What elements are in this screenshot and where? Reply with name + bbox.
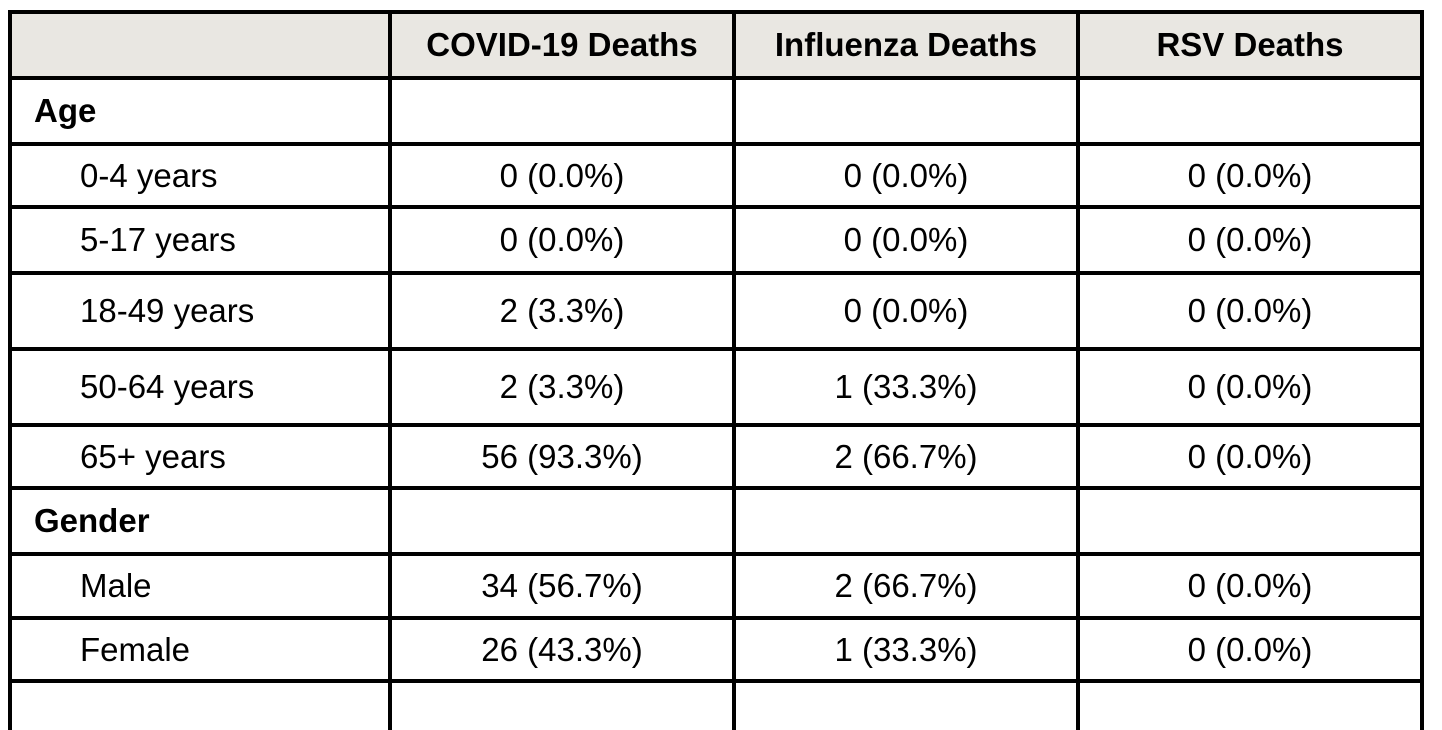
table-row-female: Female 26 (43.3%) 1 (33.3%) 0 (0.0%) — [8, 616, 1424, 683]
cell-covid19: 34 (56.7%) — [388, 552, 736, 620]
row-label: Female — [8, 616, 392, 683]
cell-covid19: 0 (0.0%) — [388, 205, 736, 275]
cell-covid19 — [388, 76, 736, 146]
table-row-age-section: Age — [8, 76, 1424, 146]
row-label — [8, 679, 392, 730]
cell-rsv: 0 (0.0%) — [1076, 616, 1424, 683]
row-label: Male — [8, 552, 392, 620]
deaths-by-cause-table: COVID-19 Deaths Influenza Deaths RSV Dea… — [8, 10, 1424, 730]
row-label: 50-64 years — [8, 347, 392, 427]
cell-influenza: 0 (0.0%) — [732, 142, 1080, 209]
cell-influenza — [732, 486, 1080, 556]
table-row-18-49-years: 18-49 years 2 (3.3%) 0 (0.0%) 0 (0.0%) — [8, 271, 1424, 351]
row-label: 5-17 years — [8, 205, 392, 275]
cell-covid19: 0 (0.0%) — [388, 142, 736, 209]
cell-influenza: 0 (0.0%) — [732, 205, 1080, 275]
column-header-blank — [8, 10, 392, 80]
cell-rsv: 0 (0.0%) — [1076, 423, 1424, 490]
cell-covid19: 26 (43.3%) — [388, 616, 736, 683]
table-row-65-plus-years: 65+ years 56 (93.3%) 2 (66.7%) 0 (0.0%) — [8, 423, 1424, 490]
row-label: Gender — [8, 486, 392, 556]
cell-influenza: 2 (66.7%) — [732, 423, 1080, 490]
cell-influenza: 2 (66.7%) — [732, 552, 1080, 620]
table-row-male: Male 34 (56.7%) 2 (66.7%) 0 (0.0%) — [8, 552, 1424, 620]
cell-rsv: 0 (0.0%) — [1076, 271, 1424, 351]
table-row-clipped — [8, 679, 1424, 730]
row-label: 65+ years — [8, 423, 392, 490]
cell-influenza: 1 (33.3%) — [732, 347, 1080, 427]
cell-rsv — [1076, 679, 1424, 730]
cell-covid19: 56 (93.3%) — [388, 423, 736, 490]
cell-influenza — [732, 679, 1080, 730]
table-row-0-4-years: 0-4 years 0 (0.0%) 0 (0.0%) 0 (0.0%) — [8, 142, 1424, 209]
cell-rsv: 0 (0.0%) — [1076, 205, 1424, 275]
row-label: 0-4 years — [8, 142, 392, 209]
cell-influenza — [732, 76, 1080, 146]
cell-covid19: 2 (3.3%) — [388, 347, 736, 427]
column-header-covid19-deaths: COVID-19 Deaths — [388, 10, 736, 80]
table-row-5-17-years: 5-17 years 0 (0.0%) 0 (0.0%) 0 (0.0%) — [8, 205, 1424, 275]
cell-rsv: 0 (0.0%) — [1076, 552, 1424, 620]
table-row-gender-section: Gender — [8, 486, 1424, 556]
cell-influenza: 1 (33.3%) — [732, 616, 1080, 683]
column-header-influenza-deaths: Influenza Deaths — [732, 10, 1080, 80]
table-row-50-64-years: 50-64 years 2 (3.3%) 1 (33.3%) 0 (0.0%) — [8, 347, 1424, 427]
column-header-rsv-deaths: RSV Deaths — [1076, 10, 1424, 80]
row-label: 18-49 years — [8, 271, 392, 351]
cell-influenza: 0 (0.0%) — [732, 271, 1080, 351]
cell-rsv: 0 (0.0%) — [1076, 347, 1424, 427]
cell-covid19 — [388, 486, 736, 556]
row-label: Age — [8, 76, 392, 146]
header-row: COVID-19 Deaths Influenza Deaths RSV Dea… — [8, 10, 1424, 80]
cell-rsv: 0 (0.0%) — [1076, 142, 1424, 209]
cell-covid19: 2 (3.3%) — [388, 271, 736, 351]
cell-covid19 — [388, 679, 736, 730]
cell-rsv — [1076, 76, 1424, 146]
cell-rsv — [1076, 486, 1424, 556]
